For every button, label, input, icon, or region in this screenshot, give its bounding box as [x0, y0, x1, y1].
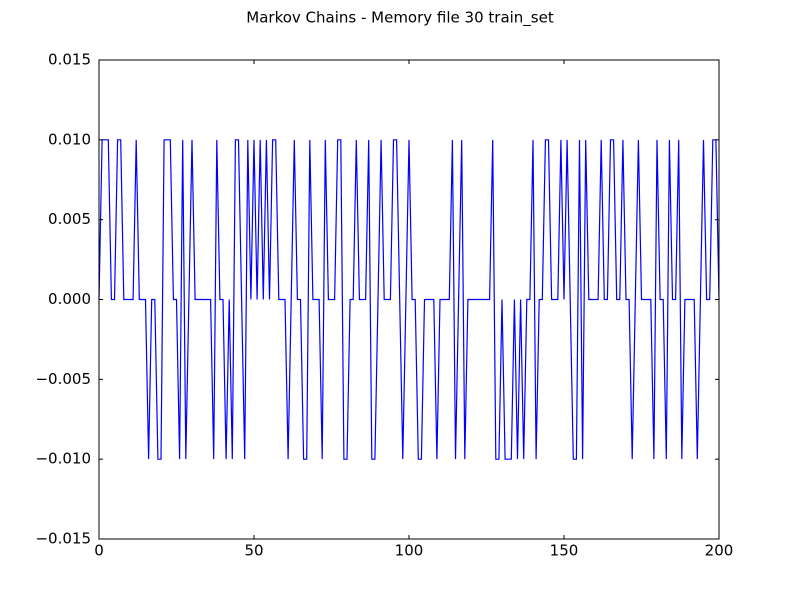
x-tick-label: 0: [94, 542, 104, 560]
y-tick-label: −0.010: [35, 450, 91, 468]
y-tick-label: 0.005: [48, 210, 91, 228]
x-tick-label: 50: [244, 542, 263, 560]
x-tick-label: 150: [550, 542, 579, 560]
y-tick-label: 0.010: [48, 130, 91, 148]
x-tick-label: 100: [395, 542, 424, 560]
y-tick-label: 0.015: [48, 51, 91, 69]
data-line: [98, 139, 720, 460]
x-tick-label: 200: [705, 542, 734, 560]
chart-title: Markov Chains - Memory file 30 train_set: [246, 9, 554, 28]
y-tick-label: 0.000: [48, 290, 91, 308]
y-tick-label: −0.005: [35, 370, 91, 388]
y-tick-label: −0.015: [35, 530, 91, 548]
